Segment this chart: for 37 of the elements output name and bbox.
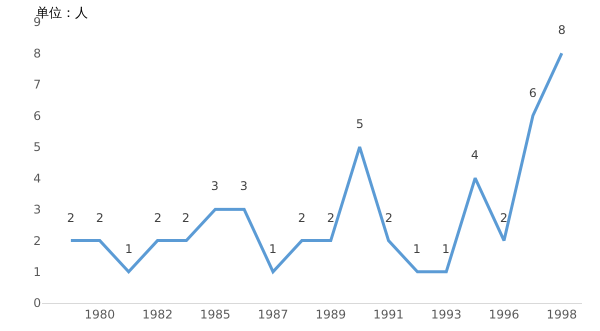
- y-tick-label: 6: [33, 108, 41, 123]
- data-label: 1: [269, 242, 277, 256]
- data-label: 2: [500, 211, 508, 225]
- data-label: 5: [356, 117, 364, 131]
- y-tick-label: 3: [33, 202, 41, 217]
- x-tick-label: 1998: [546, 307, 578, 322]
- data-label: 2: [182, 211, 190, 225]
- data-label: 1: [442, 242, 450, 256]
- data-label: 2: [154, 211, 162, 225]
- x-tick-label: 1982: [142, 307, 173, 322]
- y-tick-label: 5: [33, 140, 41, 154]
- x-tick-label: 1985: [200, 307, 231, 322]
- x-tick-label: 1989: [315, 307, 346, 322]
- data-label: 2: [327, 211, 335, 225]
- data-label: 4: [471, 148, 479, 162]
- data-label: 8: [558, 23, 566, 37]
- y-tick-label: 2: [33, 234, 41, 248]
- data-label: 3: [240, 179, 248, 193]
- x-tick-label: 1987: [258, 307, 288, 322]
- data-label: 1: [413, 242, 421, 256]
- data-label: 2: [298, 211, 306, 225]
- data-label: 3: [211, 179, 219, 193]
- y-tick-label: 4: [33, 171, 41, 186]
- y-tick-label: 8: [33, 46, 41, 60]
- x-tick-label: 1991: [373, 307, 404, 322]
- data-label: 2: [385, 211, 393, 225]
- data-label: 6: [529, 86, 537, 100]
- x-tick-label: 1980: [84, 307, 116, 322]
- line-series: [69, 52, 564, 274]
- x-tick-label: 1996: [488, 307, 520, 322]
- x-tick-label: 1993: [431, 307, 462, 322]
- data-label: 1: [125, 242, 133, 256]
- y-tick-label: 0: [33, 296, 41, 310]
- data-label: 2: [67, 211, 75, 225]
- y-tick-label: 7: [33, 78, 41, 92]
- data-label: 2: [96, 211, 104, 225]
- y-tick-label: 1: [33, 264, 41, 279]
